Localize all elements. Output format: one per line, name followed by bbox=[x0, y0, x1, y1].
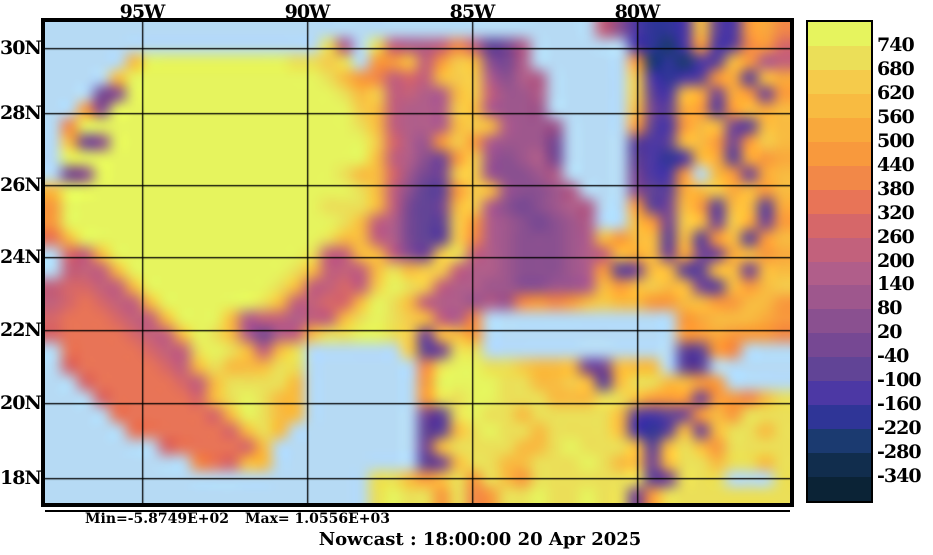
colorbar-tick-label: 320 bbox=[877, 201, 915, 224]
colorbar-segment bbox=[808, 141, 871, 166]
colorbar-segment bbox=[808, 429, 871, 454]
colorbar-tick-label: 260 bbox=[877, 225, 915, 248]
lat-tick-label: 26N bbox=[0, 174, 42, 196]
lat-tick-label: 28N bbox=[0, 102, 42, 124]
colorbar-segment bbox=[808, 285, 871, 310]
colorbar bbox=[806, 20, 873, 503]
max-value-label: Max= 1.0556E+03 bbox=[245, 511, 390, 527]
colorbar-tick-label: 380 bbox=[877, 177, 915, 200]
colorbar-segment bbox=[808, 309, 871, 334]
colorbar-tick-label: 680 bbox=[877, 57, 915, 80]
colorbar-segment bbox=[808, 357, 871, 382]
map-frame bbox=[41, 18, 794, 507]
bottom-axis-rule bbox=[45, 510, 790, 512]
min-value-label: Min=-5.8749E+02 bbox=[85, 511, 229, 527]
colorbar-tick-label: -280 bbox=[877, 441, 922, 464]
colorbar-tick-label: -100 bbox=[877, 369, 922, 392]
colorbar-tick-label: 500 bbox=[877, 129, 915, 152]
colorbar-segment bbox=[808, 453, 871, 478]
colorbar-segment bbox=[808, 477, 871, 502]
colorbar-tick-label: 80 bbox=[877, 297, 902, 320]
lon-tick-label: 85W bbox=[449, 1, 496, 23]
colorbar-tick-label: 440 bbox=[877, 153, 915, 176]
colorbar-segment bbox=[808, 213, 871, 238]
colorbar-segment bbox=[808, 45, 871, 70]
lat-tick-label: 22N bbox=[0, 319, 42, 341]
colorbar-segment bbox=[808, 165, 871, 190]
colorbar-segment bbox=[808, 333, 871, 358]
colorbar-segment bbox=[808, 381, 871, 406]
colorbar-tick-label: -160 bbox=[877, 393, 922, 416]
lat-tick-label: 18N bbox=[0, 467, 42, 489]
colorbar-tick-label: 20 bbox=[877, 321, 902, 344]
colorbar-tick-label: -340 bbox=[877, 465, 922, 488]
colorbar-segment bbox=[808, 93, 871, 118]
colorbar-tick-label: -40 bbox=[877, 345, 909, 368]
colorbar-segment bbox=[808, 189, 871, 214]
colorbar-segment bbox=[808, 237, 871, 262]
colorbar-segment bbox=[808, 22, 871, 46]
colorbar-tick-label: 560 bbox=[877, 105, 915, 128]
lat-tick-label: 20N bbox=[0, 392, 42, 414]
lat-tick-label: 24N bbox=[0, 246, 42, 268]
lon-tick-label: 95W bbox=[119, 1, 166, 23]
colorbar-segment bbox=[808, 405, 871, 430]
colorbar-segment bbox=[808, 261, 871, 286]
colorbar-tick-label: 620 bbox=[877, 81, 915, 104]
heatmap-canvas bbox=[45, 22, 790, 503]
min-max-annotation: Min=-5.8749E+02 Max= 1.0556E+03 bbox=[85, 511, 390, 527]
lon-tick-label: 90W bbox=[284, 1, 331, 23]
colorbar-tick-label: -220 bbox=[877, 417, 922, 440]
plot-title: Nowcast : 18:00:00 20 Apr 2025 bbox=[318, 529, 642, 550]
colorbar-segment bbox=[808, 69, 871, 94]
colorbar-tick-label: 200 bbox=[877, 249, 915, 272]
lat-tick-label: 30N bbox=[0, 37, 42, 59]
colorbar-tick-label: 740 bbox=[877, 33, 915, 56]
colorbar-tick-label: 140 bbox=[877, 273, 915, 296]
lon-tick-label: 80W bbox=[614, 1, 661, 23]
colorbar-segment bbox=[808, 117, 871, 142]
